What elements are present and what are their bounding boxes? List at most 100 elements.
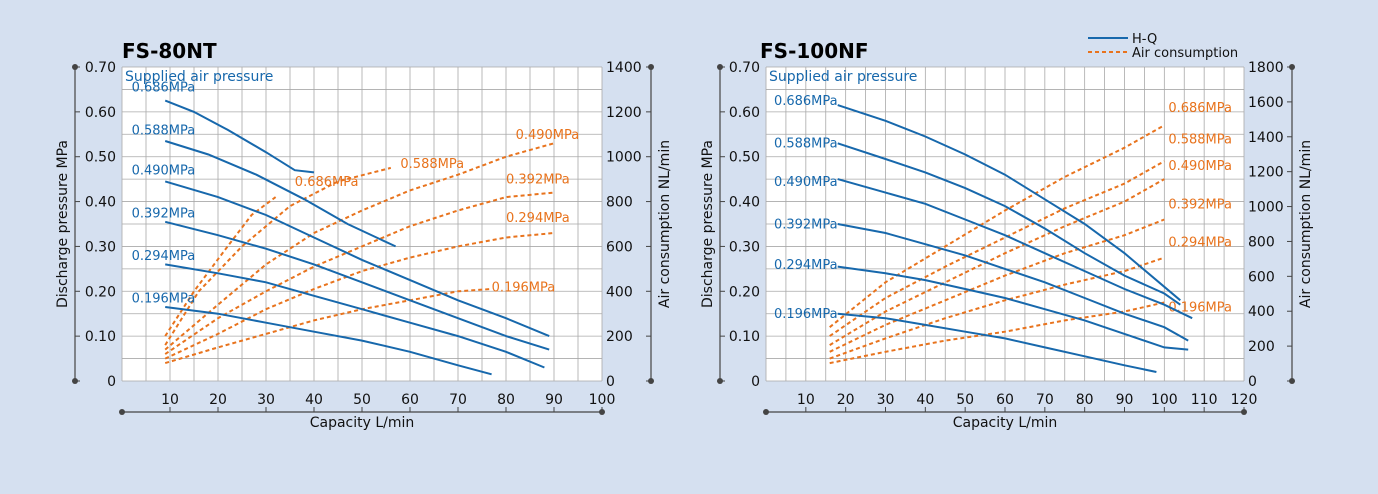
y-tick-label: 0.30	[85, 239, 116, 255]
x-tick-label: 90	[545, 392, 563, 408]
air-consumption-label: 0.686MPa	[1168, 101, 1232, 116]
y2-tick-label: 1400	[1248, 130, 1284, 146]
x-tick-label: 70	[1036, 392, 1054, 408]
air-consumption-line	[829, 178, 1165, 346]
y-tick-label: 0.30	[729, 239, 760, 255]
air-consumption-label: 0.392MPa	[506, 173, 570, 188]
hq-label: 0.392MPa	[774, 217, 838, 232]
bottom-axis-end-dot	[119, 409, 125, 415]
hq-line	[837, 104, 1181, 302]
y2-tick-label: 800	[1248, 234, 1275, 250]
y2-tick-label: 1200	[606, 105, 642, 121]
hq-label: 0.294MPa	[774, 258, 838, 273]
x-tick-label: 30	[877, 392, 895, 408]
x-tick-label: 40	[305, 392, 323, 408]
y-tick-label: 0	[107, 374, 116, 390]
air-consumption-label: 0.490MPa	[516, 128, 580, 143]
hq-label: 0.686MPa	[774, 94, 838, 109]
y-axis-label: Discharge pressure MPa	[55, 140, 71, 308]
air-consumption-line	[164, 196, 277, 337]
y2-tick-label: 200	[1248, 339, 1275, 355]
chart-fs-80nt: 10 20 30 40 50 60 70 80 90 10000.100.200.300.400.…	[55, 39, 673, 431]
hq-label: 0.490MPa	[774, 175, 838, 190]
x-tick-label: 60	[996, 392, 1014, 408]
y2-tick-label: 0	[606, 374, 615, 390]
x-axis-label: Capacity L/min	[310, 415, 415, 431]
hq-line	[164, 99, 315, 174]
y2-tick-label: 1400	[606, 60, 642, 76]
chart-title: FS-80NT	[122, 39, 217, 63]
x-tick-label: 50	[956, 392, 974, 408]
air-consumption-label: 0.294MPa	[506, 211, 570, 226]
air-consumption-label: 0.294MPa	[1168, 235, 1232, 250]
y-tick-label: 0.20	[729, 284, 760, 300]
y2-tick-label: 1800	[1248, 60, 1284, 76]
hq-line	[837, 312, 1157, 373]
hq-label: 0.490MPa	[132, 164, 196, 179]
hq-label: 0.686MPa	[132, 81, 196, 96]
hq-label: 0.392MPa	[132, 206, 196, 221]
air-consumption-label: 0.490MPa	[1168, 159, 1232, 174]
x-tick-label: 10	[797, 392, 815, 408]
air-consumption-line	[829, 256, 1165, 360]
x-tick-label: 20	[209, 392, 227, 408]
legend: H-Q Air consumption	[1088, 32, 1238, 61]
x-tick-label: 110	[1191, 392, 1218, 408]
x-tick-label: 60	[401, 392, 419, 408]
air-consumption-line	[164, 288, 492, 365]
air-consumption-label: 0.588MPa	[1168, 132, 1232, 147]
air-consumption-line	[164, 166, 392, 346]
y2-tick-label: 400	[1248, 304, 1275, 320]
x-tick-label: 30	[257, 392, 275, 408]
hq-line	[164, 140, 397, 248]
y2-tick-label: 1600	[1248, 95, 1284, 111]
x-axis-label: Capacity L/min	[953, 415, 1058, 431]
y2-tick-label: 800	[606, 195, 633, 211]
legend-air-label: Air consumption	[1132, 46, 1238, 61]
y2-tick-label: 600	[606, 239, 633, 255]
hq-label: 0.196MPa	[774, 307, 838, 322]
hq-line	[837, 142, 1181, 306]
chart-title: FS-100NF	[760, 39, 869, 63]
hq-line	[165, 263, 545, 369]
supplied-air-pressure-note: Supplied air pressure	[769, 69, 917, 85]
y-tick-label: 0.70	[85, 60, 116, 76]
x-tick-label: 40	[916, 392, 934, 408]
y-tick-label: 0.50	[85, 150, 116, 166]
y-tick-label: 0.40	[85, 195, 116, 211]
y-tick-label: 0.10	[85, 329, 116, 345]
air-consumption-line	[829, 301, 1165, 365]
hq-label: 0.196MPa	[132, 292, 196, 307]
air-consumption-line	[829, 124, 1165, 328]
x-tick-label: 120	[1231, 392, 1258, 408]
air-consumption-label: 0.196MPa	[1168, 300, 1232, 315]
hq-label: 0.294MPa	[132, 249, 196, 264]
y2-tick-label: 1000	[606, 150, 642, 166]
y2-tick-label: 600	[1248, 269, 1275, 285]
legend-hq-label: H-Q	[1132, 32, 1157, 47]
y2-axis-label: Air consumption NL/min	[1298, 140, 1314, 308]
y-tick-label: 0.40	[729, 195, 760, 211]
hq-label: 0.588MPa	[132, 123, 196, 138]
chart-fs-100nf: 10 20 30 40 50 60 70 80 90 100 110 12000.100.200.30…	[700, 39, 1314, 431]
air-consumption-line	[164, 191, 555, 355]
y-tick-label: 0.20	[85, 284, 116, 300]
y2-axis-label: Air consumption NL/min	[657, 140, 673, 308]
y2-tick-label: 1200	[1248, 165, 1284, 181]
x-tick-label: 100	[589, 392, 616, 408]
x-tick-label: 80	[497, 392, 515, 408]
y-tick-label: 0.50	[729, 150, 760, 166]
x-tick-label: 100	[1151, 392, 1178, 408]
hq-line	[837, 178, 1193, 320]
bottom-axis-end-dot	[763, 409, 769, 415]
y-tick-label: 0	[751, 374, 760, 390]
y2-tick-label: 1000	[1248, 200, 1284, 216]
hq-line	[164, 220, 550, 351]
hq-line	[165, 306, 492, 376]
hq-label: 0.588MPa	[774, 137, 838, 152]
air-consumption-line	[829, 160, 1165, 337]
x-tick-label: 10	[161, 392, 179, 408]
x-tick-label: 50	[353, 392, 371, 408]
y-tick-label: 0.70	[729, 60, 760, 76]
